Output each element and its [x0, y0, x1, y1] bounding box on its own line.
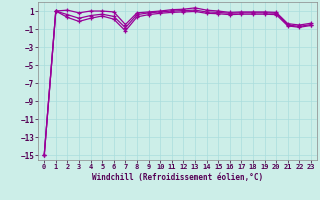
X-axis label: Windchill (Refroidissement éolien,°C): Windchill (Refroidissement éolien,°C): [92, 173, 263, 182]
